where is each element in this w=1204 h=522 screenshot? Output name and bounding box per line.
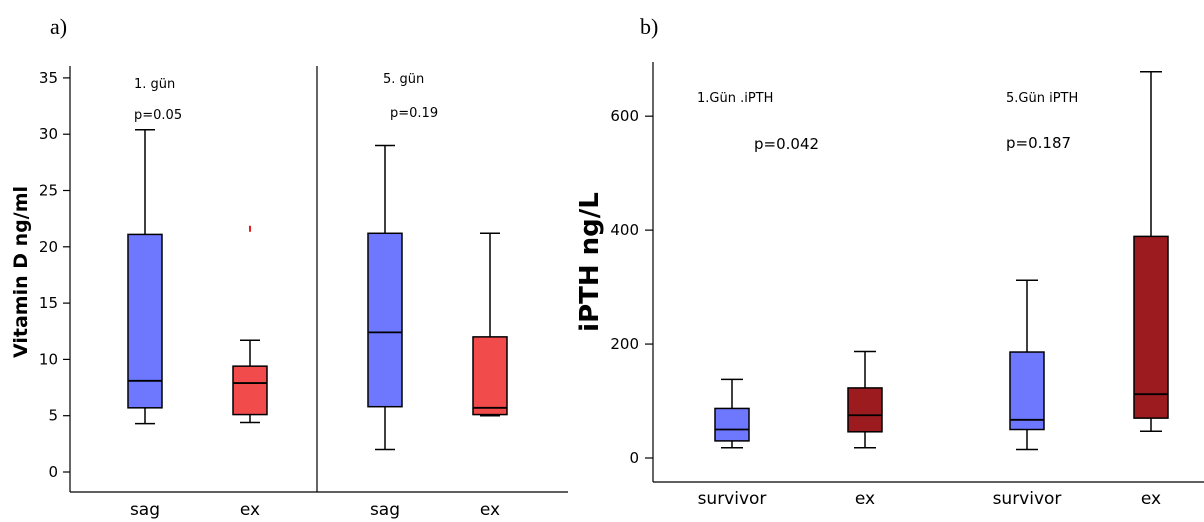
outlier-point <box>249 225 251 232</box>
panel-b-group2-pvalue: p=0.187 <box>1006 134 1071 152</box>
y-tick-label: 600 <box>610 107 639 125</box>
box-iqr <box>472 336 508 416</box>
y-tick-label: 30 <box>39 125 58 143</box>
box-iqr <box>1133 235 1169 419</box>
y-tick-label: 15 <box>39 294 58 312</box>
panel-a-y-ticks: 0 5 10 15 20 25 30 35 <box>39 69 70 481</box>
panel-a-group2-title: 5. gün <box>383 72 424 87</box>
box-sag-group2 <box>367 144 403 451</box>
box-survivor-group1 <box>714 378 750 449</box>
y-tick-label: 0 <box>48 463 58 481</box>
panel-label-b: b) <box>640 14 658 39</box>
y-tick-label: 35 <box>39 69 58 87</box>
category-label-ex: ex <box>1141 489 1161 509</box>
panel-b-group1-pvalue: p=0.042 <box>754 135 819 153</box>
box-iqr <box>1009 351 1045 431</box>
panel-b-category-labels: survivor ex survivor ex <box>698 489 1162 509</box>
category-label-sag: sag <box>130 500 160 520</box>
box-iqr <box>367 232 403 408</box>
box-ex-group1 <box>847 350 883 449</box>
panel-label-a: a) <box>50 14 67 39</box>
panel-b-group1-title: 1.Gün .iPTH <box>697 91 773 106</box>
panel-a-group1-pvalue: p=0.05 <box>134 108 182 123</box>
panel-a-group1-title: 1. gün <box>134 77 175 92</box>
box-survivor-group2 <box>1009 279 1045 451</box>
panel-b-group2-title: 5.Gün iPTH <box>1006 91 1078 106</box>
panel-a-group2-pvalue: p=0.19 <box>390 106 438 121</box>
box-iqr <box>127 233 163 409</box>
category-label-sag: sag <box>370 500 400 520</box>
panel-b-ipth-boxplot: b) 0 200 400 600 iPTH ng/L 1.Gün .iPTH p=0.… <box>575 14 1204 509</box>
panel-b-y-ticks: 0 200 400 600 <box>610 107 653 467</box>
category-label-survivor: survivor <box>698 489 767 509</box>
box-iqr <box>847 387 883 433</box>
category-label-ex: ex <box>855 489 875 509</box>
box-ex-group2 <box>472 232 508 417</box>
box-iqr <box>232 365 268 416</box>
panel-b-boxes <box>714 70 1169 451</box>
category-label-ex: ex <box>480 500 500 520</box>
y-tick-label: 20 <box>39 238 58 256</box>
y-tick-label: 5 <box>48 407 58 425</box>
box-iqr <box>714 407 750 442</box>
y-tick-label: 200 <box>610 335 639 353</box>
y-tick-label: 400 <box>610 221 639 239</box>
panel-b-y-axis-label: iPTH ng/L <box>575 192 605 332</box>
panel-a-boxes <box>127 128 508 451</box>
panel-a-y-axis-label: Vitamin D ng/ml <box>10 186 32 358</box>
category-label-ex: ex <box>240 500 260 520</box>
box-ex-group2 <box>1133 70 1169 432</box>
y-tick-label: 25 <box>39 182 58 200</box>
box-sag-group1 <box>127 128 163 425</box>
y-tick-label: 10 <box>39 350 58 368</box>
category-label-survivor: survivor <box>993 489 1062 509</box>
box-ex-group1 <box>232 225 268 424</box>
panel-a-category-labels: sag ex sag ex <box>130 500 500 520</box>
y-tick-label: 0 <box>629 449 639 467</box>
panel-a-vitamin-d-boxplot: a) 0 5 10 15 20 25 30 35 Vitamin D ng/ml 1. gün… <box>10 14 568 520</box>
